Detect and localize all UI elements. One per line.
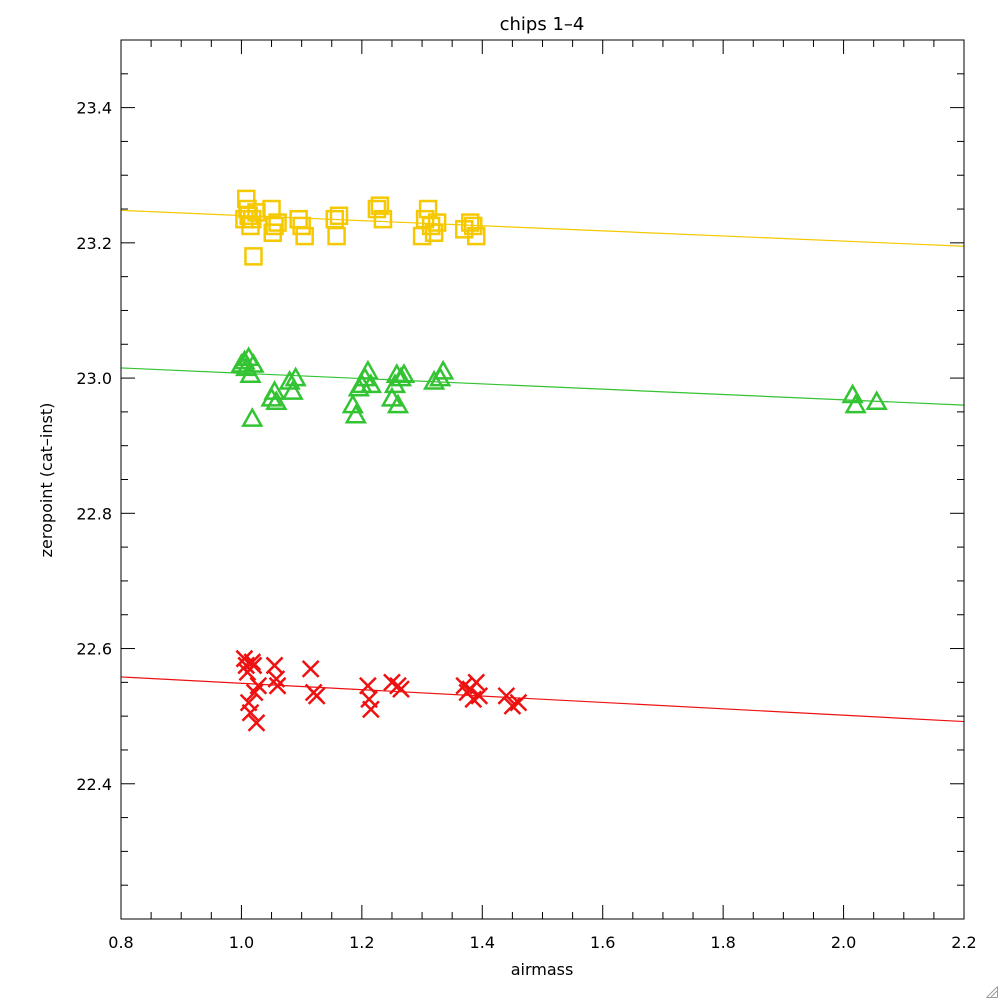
triangle-point: [865, 390, 888, 410]
triangle-point: [344, 403, 367, 424]
triangle-point: [265, 390, 288, 410]
axis-ticks: [120, 39, 965, 920]
cross-point: [268, 676, 287, 695]
triangle-point: [844, 393, 867, 414]
y-tick-label: 22.6: [76, 640, 112, 659]
square-point: [329, 206, 349, 226]
cross-point: [392, 680, 410, 698]
square-point: [460, 213, 480, 232]
triangle-point: [386, 393, 410, 414]
y-tick-label: 23.0: [76, 369, 112, 388]
square-point: [292, 216, 311, 236]
fit-line-triangle: [120, 367, 965, 406]
x-tick-label: 1.2: [349, 933, 374, 952]
x-tick-labels: 0.8 1.0 1.2 1.4 1.6 1.8 2.0 2.2: [108, 933, 976, 952]
resize-grip-icon[interactable]: [986, 986, 998, 998]
cross-point: [247, 714, 266, 732]
triangle-point: [241, 407, 264, 427]
square-point: [424, 223, 444, 242]
cross-point: [497, 686, 516, 705]
square-point: [464, 216, 483, 236]
y-tick-label: 23.2: [76, 234, 112, 253]
triangle-point: [432, 359, 455, 380]
triangle-point: [392, 363, 416, 383]
triangle-point: [239, 363, 262, 383]
x-tick-label: 1.8: [710, 933, 735, 952]
triangle-point: [422, 369, 446, 390]
y-tick-label: 22.8: [76, 504, 112, 523]
data-points: [230, 189, 888, 732]
y-tick-labels: 22.4 22.6 22.8 23.0 23.2 23.4: [76, 99, 112, 794]
chart-title: chips 1–4: [500, 14, 585, 35]
x-tick-label: 2.0: [831, 933, 856, 952]
cross-point: [249, 676, 268, 695]
cross-point: [467, 673, 486, 692]
square-point: [367, 199, 387, 219]
y-tick-label: 23.4: [76, 99, 112, 118]
square-point: [295, 226, 314, 246]
triangle-point: [359, 373, 383, 394]
triangle-point: [263, 380, 286, 400]
square-point: [370, 196, 390, 215]
x-tick-label: 1.6: [590, 933, 615, 952]
square-point: [467, 226, 486, 246]
cross-point: [267, 670, 286, 688]
y-axis-label: zeropoint (cat–inst): [37, 403, 56, 558]
square-point: [268, 213, 287, 232]
cross-point: [470, 686, 489, 705]
y-tick-label: 22.4: [76, 775, 112, 794]
triangle-point: [242, 353, 265, 373]
x-tick-label: 1.0: [229, 933, 254, 952]
x-tick-label: 2.2: [951, 933, 976, 952]
cross-point: [362, 700, 380, 719]
plot-frame: [120, 39, 965, 920]
square-point: [265, 216, 284, 236]
cross-point: [244, 656, 263, 675]
x-tick-label: 1.4: [470, 933, 495, 952]
square-point: [244, 247, 263, 266]
square-point: [427, 213, 447, 232]
cross-point: [301, 659, 320, 678]
triangle-point: [284, 366, 307, 387]
cross-point: [241, 703, 260, 722]
x-axis-label: airmass: [511, 960, 574, 979]
cross-point: [509, 693, 528, 712]
x-tick-label: 0.8: [108, 933, 133, 952]
cross-point: [307, 686, 326, 705]
cross-point: [243, 653, 262, 671]
square-point: [373, 209, 393, 229]
triangle-point: [281, 380, 304, 400]
triangle-point: [233, 349, 256, 370]
triangle-point: [356, 359, 380, 380]
square-point: [327, 226, 346, 246]
